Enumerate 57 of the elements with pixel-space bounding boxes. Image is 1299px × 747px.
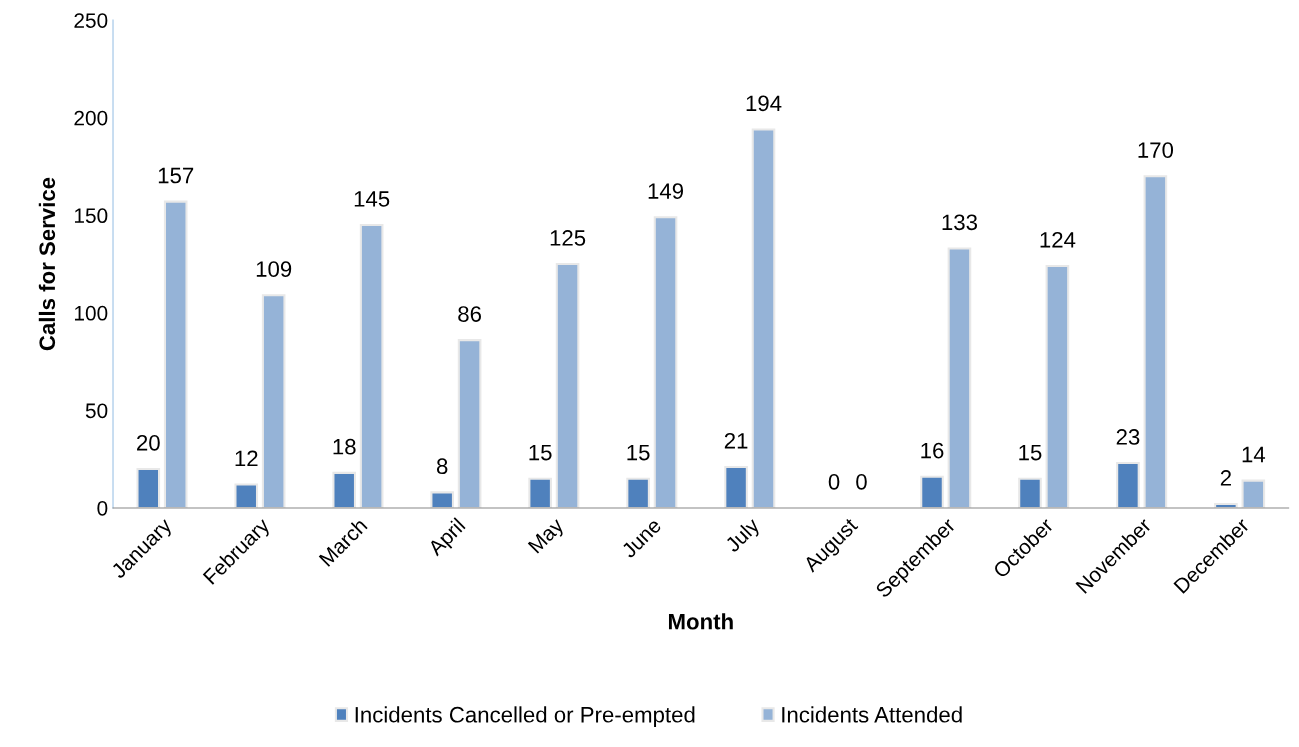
bar xyxy=(947,247,972,508)
bar xyxy=(136,467,161,508)
data-label: 18 xyxy=(333,438,356,455)
data-label: 194 xyxy=(746,95,782,112)
data-label: 15 xyxy=(1019,444,1042,461)
y-tick-label: 50 xyxy=(85,403,108,419)
data-label: 21 xyxy=(724,432,748,449)
bar xyxy=(724,465,748,508)
x-tick-label: July xyxy=(723,516,764,556)
data-label: 12 xyxy=(235,450,258,467)
bar xyxy=(751,128,776,508)
y-tick-label: 200 xyxy=(74,110,108,126)
bar xyxy=(234,483,259,508)
bar xyxy=(626,477,650,508)
data-label: 15 xyxy=(529,444,552,461)
legend-label: Incidents Attended xyxy=(782,706,962,723)
bar xyxy=(430,491,454,508)
data-label: 16 xyxy=(921,442,944,459)
bar xyxy=(1045,264,1070,508)
data-label: 0 xyxy=(828,473,840,490)
data-label: 157 xyxy=(158,167,194,184)
legend-label: Incidents Cancelled or Pre-empted xyxy=(355,706,695,727)
data-label: 2 xyxy=(1220,470,1231,486)
data-label: 20 xyxy=(137,434,160,451)
bar xyxy=(920,475,944,508)
bar xyxy=(261,294,286,508)
data-label: 145 xyxy=(354,191,390,207)
bar xyxy=(653,216,678,508)
bar xyxy=(555,263,580,508)
data-label: 109 xyxy=(256,261,292,277)
data-label: 86 xyxy=(458,306,481,322)
bar xyxy=(1241,479,1266,508)
data-label: 14 xyxy=(1242,446,1266,463)
data-label: 125 xyxy=(550,230,586,246)
data-label: 8 xyxy=(436,458,448,475)
x-tick-label: May xyxy=(527,516,568,557)
data-label: 149 xyxy=(648,183,684,199)
bar xyxy=(359,224,384,508)
x-axis-title: Month xyxy=(668,613,733,630)
data-label: 133 xyxy=(942,214,977,231)
y-tick-label: 100 xyxy=(74,305,108,321)
bar xyxy=(332,471,357,508)
data-label: 170 xyxy=(1138,142,1174,158)
y-tick-label: 250 xyxy=(74,13,108,28)
bar xyxy=(1018,477,1042,508)
y-tick-label: 150 xyxy=(74,208,108,224)
bar xyxy=(1143,175,1168,508)
bar xyxy=(1116,462,1140,508)
data-label: 0 xyxy=(856,473,867,490)
data-label: 23 xyxy=(1116,429,1140,445)
bar xyxy=(163,200,188,508)
data-label: 15 xyxy=(627,444,650,461)
y-axis-title: Calls for Service xyxy=(38,177,56,351)
bar xyxy=(528,477,552,508)
data-label: 124 xyxy=(1040,232,1076,248)
bar xyxy=(457,339,482,508)
y-tick-label: 0 xyxy=(97,500,108,516)
